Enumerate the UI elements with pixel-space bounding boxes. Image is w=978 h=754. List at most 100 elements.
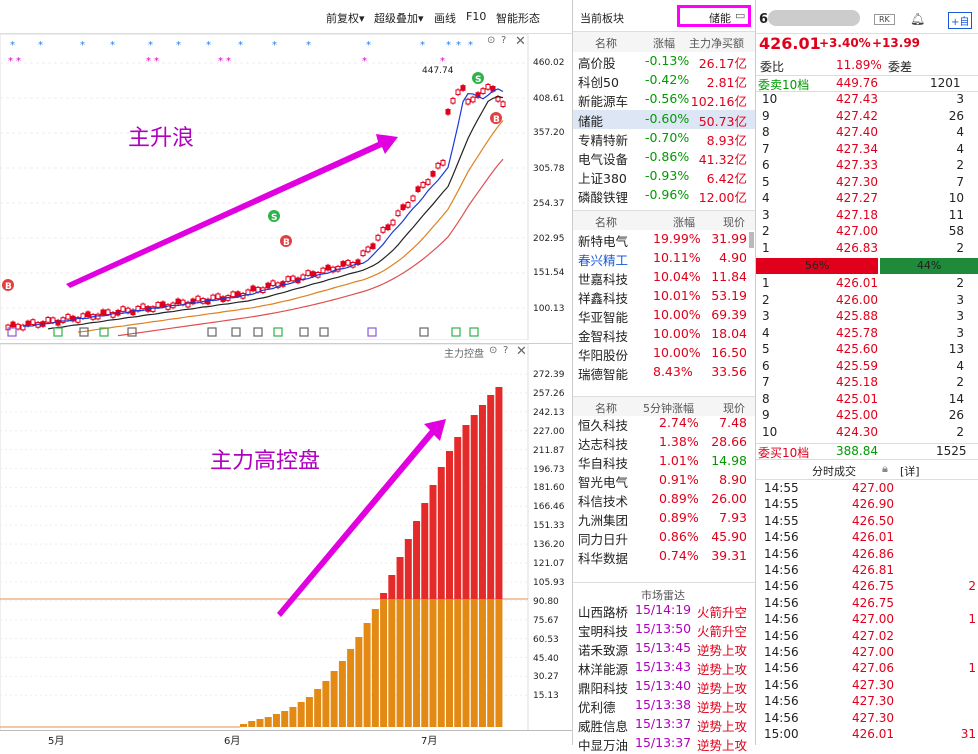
fivemin-row[interactable]: 恒久科技 2.74% 7.48 <box>573 414 755 433</box>
chart-close-icon[interactable]: ✕ <box>516 344 527 359</box>
bid-volume: 26 <box>948 408 964 422</box>
alert-bell-icon[interactable]: 🔔︎ <box>910 12 926 26</box>
candle <box>205 298 211 305</box>
sector-row[interactable]: 上证380 -0.93% 6.42亿 <box>573 167 755 186</box>
radar-row[interactable]: 诺禾致源 15/13:45 逆势上攻 <box>573 639 755 658</box>
radar-row[interactable]: 山西路桥 15/14:19 火箭升空 <box>573 601 755 620</box>
candle <box>250 285 256 292</box>
gainer-row[interactable]: 祥鑫科技 10.01% 53.19 <box>573 287 755 306</box>
sector-row[interactable]: 科创50 -0.42% 2.81亿 <box>573 71 755 90</box>
ask-row[interactable]: 9 427.42 26 <box>756 109 978 126</box>
fivemin-row[interactable]: 科信技术 0.89% 26.00 <box>573 490 755 509</box>
toolbar-draw-button[interactable]: 画线 <box>434 12 456 25</box>
lock-icon[interactable]: 🔒︎ <box>882 462 888 475</box>
fivemin-row[interactable]: 华自科技 1.01% 14.98 <box>573 452 755 471</box>
ask-row[interactable]: 6 427.33 2 <box>756 158 978 175</box>
sector-row[interactable]: 磷酸铁锂 -0.96% 12.00亿 <box>573 186 755 205</box>
radar-row[interactable]: 林洋能源 15/13:43 逆势上攻 <box>573 658 755 677</box>
toolbar-f10-button[interactable]: F10 <box>466 10 487 23</box>
bid-row[interactable]: 5 425.60 13 <box>756 342 978 359</box>
sector-col-header: 名称 涨幅 主力净买额 <box>573 32 755 52</box>
radar-row[interactable]: 威胜信息 15/13:37 逆势上攻 <box>573 715 755 734</box>
gainer-row[interactable]: 金智科技 10.00% 18.04 <box>573 325 755 344</box>
bid-volume: 3 <box>956 325 964 340</box>
ask-row[interactable]: 1 426.83 2 <box>756 241 978 258</box>
sector-row[interactable]: 新能源车 -0.56% 102.16亿 <box>573 90 755 109</box>
ask-row[interactable]: 5 427.30 7 <box>756 175 978 192</box>
chart-help-icon[interactable]: ? <box>501 35 507 46</box>
ask-row[interactable]: 10 427.43 3 <box>756 92 978 109</box>
fivemin-row[interactable]: 达志科技 1.38% 28.66 <box>573 433 755 452</box>
bid-row[interactable]: 10 424.30 2 <box>756 425 978 442</box>
toolbar-fuquan-dropdown[interactable]: 前复权▾ <box>326 12 365 25</box>
ask-row[interactable]: 8 427.40 4 <box>756 125 978 142</box>
toolbar-pattern-button[interactable]: 智能形态 <box>496 12 540 25</box>
radar-event: 火箭升空 <box>697 605 748 620</box>
gainer-row[interactable]: 华亚智能 10.00% 69.39 <box>573 306 755 325</box>
gainer-row[interactable]: 瑞德智能 8.43% 33.56 <box>573 363 755 382</box>
control-bar-chart[interactable] <box>0 344 572 731</box>
sell-total-row: 委卖10档 449.76 1201 <box>756 75 978 92</box>
bid-row[interactable]: 1 426.01 2 <box>756 276 978 293</box>
chart-settings-icon[interactable]: ⊙ <box>487 35 496 46</box>
gainer-row[interactable]: 新特电气 19.99% 31.99 <box>573 230 755 249</box>
radar-row[interactable]: 鼎阳科技 15/13:40 逆势上攻 <box>573 677 755 696</box>
fivemin-row[interactable]: 科华数据 0.74% 39.31 <box>573 547 755 566</box>
radar-row[interactable]: 中显万油 15/13:37 逆势上攻 <box>573 734 755 753</box>
chart-settings-icon[interactable]: ⊙ <box>489 345 498 356</box>
rk-button[interactable]: RK <box>874 14 895 25</box>
ask-row[interactable]: 4 427.27 10 <box>756 191 978 208</box>
bid-row[interactable]: 3 425.88 3 <box>756 309 978 326</box>
weibi-label: 委比 <box>760 60 785 74</box>
gainer-row[interactable]: 春兴精工 10.11% 4.90 <box>573 249 755 268</box>
fivemin-row[interactable]: 同力日升 0.86% 45.90 <box>573 528 755 547</box>
toolbar-overlay-dropdown[interactable]: 超级叠加▾ <box>374 12 424 25</box>
add-watchlist-button[interactable]: +自 <box>948 12 973 29</box>
trade-time: 14:55 <box>764 513 799 528</box>
ask-level: 2 <box>762 224 770 238</box>
bid-row[interactable]: 9 425.00 26 <box>756 408 978 425</box>
bid-price: 425.60 <box>836 342 878 356</box>
sector-tag-box[interactable]: 储能 ▭ <box>677 5 751 27</box>
control-bar-orange <box>314 689 322 727</box>
candle <box>175 298 181 305</box>
star-marker: * <box>238 40 243 51</box>
ask-price: 427.34 <box>836 141 878 156</box>
scrollbar-thumb[interactable] <box>749 232 754 248</box>
gainer-name: 祥鑫科技 <box>578 291 629 306</box>
ask-level: 9 <box>762 108 770 123</box>
fivemin-row[interactable]: 九洲集团 0.89% 7.93 <box>573 509 755 528</box>
trade-row: 14:56 427.30 <box>756 678 978 695</box>
sector-row[interactable]: 专精特新 -0.70% 8.93亿 <box>573 129 755 148</box>
radar-time: 15/14:19 <box>635 602 692 617</box>
candle <box>370 243 376 250</box>
trades-detail-link[interactable]: [详] <box>900 465 920 478</box>
ask-row[interactable]: 2 427.00 58 <box>756 224 978 241</box>
ask-price: 427.33 <box>836 158 878 172</box>
ask-row[interactable]: 7 427.34 4 <box>756 142 978 159</box>
pink-marker: * <box>440 56 445 67</box>
star-marker: * <box>272 40 277 51</box>
bid-row[interactable]: 2 426.00 3 <box>756 293 978 310</box>
indicator-icon <box>79 327 89 337</box>
radar-row[interactable]: 优利德 15/13:38 逆势上攻 <box>573 696 755 715</box>
bid-row[interactable]: 6 425.59 4 <box>756 359 978 376</box>
ask-row[interactable]: 3 427.18 11 <box>756 208 978 225</box>
sector-row[interactable]: 高价股 -0.13% 26.17亿 <box>573 52 755 71</box>
chart-help-icon[interactable]: ? <box>503 345 509 356</box>
sector-chg: -0.60% <box>645 110 690 126</box>
bid-row[interactable]: 7 425.18 2 <box>756 375 978 392</box>
gainer-row[interactable]: 华阳股份 10.00% 16.50 <box>573 344 755 363</box>
sector-row[interactable]: 电气设备 -0.86% 41.32亿 <box>573 148 755 167</box>
fivemin-row[interactable]: 智光电气 0.91% 8.90 <box>573 471 755 490</box>
bid-row[interactable]: 8 425.01 14 <box>756 392 978 409</box>
window-icon[interactable]: ▭ <box>735 9 746 22</box>
radar-row[interactable]: 宝明科技 15/13:50 火箭升空 <box>573 620 755 639</box>
bid-row[interactable]: 4 425.78 3 <box>756 326 978 343</box>
bid-level: 8 <box>762 391 770 406</box>
chart-close-icon[interactable]: ✕ <box>515 34 526 49</box>
trade-price: 426.50 <box>852 513 894 528</box>
sector-row[interactable]: 储能 -0.60% 50.73亿 <box>573 109 755 129</box>
gainer-row[interactable]: 世嘉科技 10.04% 11.84 <box>573 268 755 287</box>
